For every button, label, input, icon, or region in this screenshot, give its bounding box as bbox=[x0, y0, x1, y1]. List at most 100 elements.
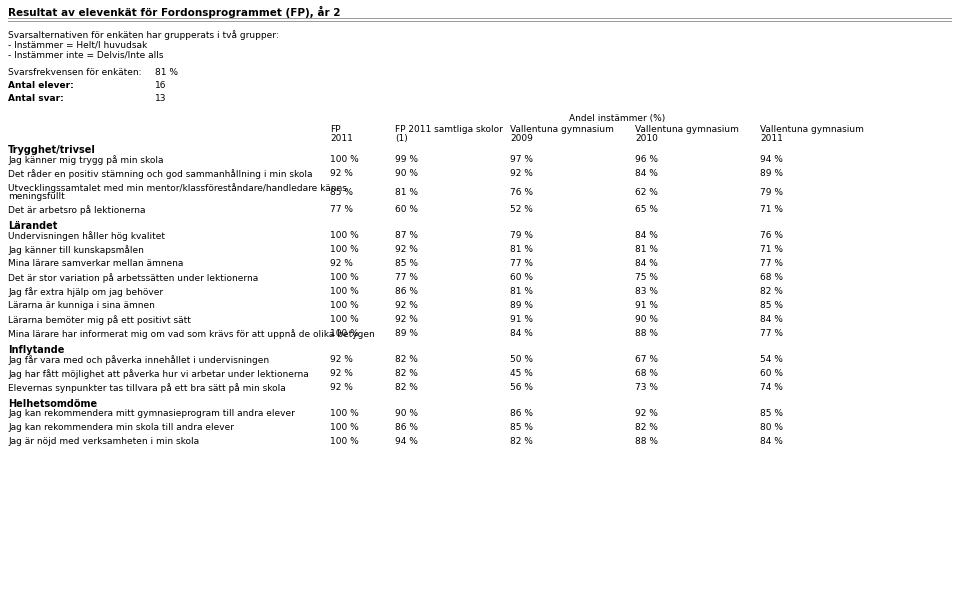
Text: 92 %: 92 % bbox=[395, 315, 418, 324]
Text: 80 %: 80 % bbox=[760, 423, 783, 432]
Text: 100 %: 100 % bbox=[330, 287, 359, 296]
Text: 84 %: 84 % bbox=[510, 329, 533, 338]
Text: 86 %: 86 % bbox=[395, 287, 418, 296]
Text: 90 %: 90 % bbox=[635, 315, 658, 324]
Text: Antal svar:: Antal svar: bbox=[8, 94, 63, 103]
Text: 75 %: 75 % bbox=[635, 273, 658, 282]
Text: 100 %: 100 % bbox=[330, 409, 359, 418]
Text: 79 %: 79 % bbox=[510, 231, 533, 240]
Text: 67 %: 67 % bbox=[635, 355, 658, 364]
Text: 82 %: 82 % bbox=[635, 423, 658, 432]
Text: 94 %: 94 % bbox=[395, 437, 418, 446]
Text: 100 %: 100 % bbox=[330, 301, 359, 310]
Text: Jag kan rekommendera mitt gymnasieprogram till andra elever: Jag kan rekommendera mitt gymnasieprogra… bbox=[8, 409, 294, 418]
Text: 71 %: 71 % bbox=[760, 245, 783, 254]
Text: 76 %: 76 % bbox=[760, 231, 783, 240]
Text: Antal elever:: Antal elever: bbox=[8, 81, 74, 90]
Text: meningsfullt: meningsfullt bbox=[8, 192, 65, 201]
Text: 82 %: 82 % bbox=[395, 383, 418, 392]
Text: 89 %: 89 % bbox=[760, 169, 783, 178]
Text: (1): (1) bbox=[395, 134, 408, 143]
Text: Lärarna är kunniga i sina ämnen: Lärarna är kunniga i sina ämnen bbox=[8, 301, 154, 310]
Text: Utvecklingssamtalet med min mentor/klassföreståndare/handledare känns: Utvecklingssamtalet med min mentor/klass… bbox=[8, 183, 347, 193]
Text: 88 %: 88 % bbox=[635, 329, 658, 338]
Text: 92 %: 92 % bbox=[510, 169, 533, 178]
Text: Lärarna bemöter mig på ett positivt sätt: Lärarna bemöter mig på ett positivt sätt bbox=[8, 315, 191, 325]
Text: 85 %: 85 % bbox=[395, 259, 418, 268]
Text: 77 %: 77 % bbox=[395, 273, 418, 282]
Text: 91 %: 91 % bbox=[635, 301, 658, 310]
Text: 92 %: 92 % bbox=[635, 409, 658, 418]
Text: Helhetsomdöme: Helhetsomdöme bbox=[8, 399, 97, 409]
Text: 84 %: 84 % bbox=[760, 315, 783, 324]
Text: 83 %: 83 % bbox=[635, 287, 658, 296]
Text: FP 2011 samtliga skolor: FP 2011 samtliga skolor bbox=[395, 125, 503, 134]
Text: 71 %: 71 % bbox=[760, 205, 783, 214]
Text: Vallentuna gymnasium: Vallentuna gymnasium bbox=[635, 125, 738, 134]
Text: 87 %: 87 % bbox=[395, 231, 418, 240]
Text: 2011: 2011 bbox=[330, 134, 353, 143]
Text: FP: FP bbox=[330, 125, 340, 134]
Text: Vallentuna gymnasium: Vallentuna gymnasium bbox=[760, 125, 864, 134]
Text: 76 %: 76 % bbox=[510, 188, 533, 197]
Text: 2010: 2010 bbox=[635, 134, 658, 143]
Text: 84 %: 84 % bbox=[635, 231, 658, 240]
Text: 77 %: 77 % bbox=[510, 259, 533, 268]
Text: - Instämmer inte = Delvis/Inte alls: - Instämmer inte = Delvis/Inte alls bbox=[8, 50, 163, 59]
Text: 85 %: 85 % bbox=[760, 301, 783, 310]
Text: Jag har fått möjlighet att påverka hur vi arbetar under lektionerna: Jag har fått möjlighet att påverka hur v… bbox=[8, 369, 309, 379]
Text: Jag känner mig trygg på min skola: Jag känner mig trygg på min skola bbox=[8, 155, 163, 165]
Text: 81 %: 81 % bbox=[395, 188, 418, 197]
Text: Jag känner till kunskapsmålen: Jag känner till kunskapsmålen bbox=[8, 245, 144, 255]
Text: 100 %: 100 % bbox=[330, 329, 359, 338]
Text: 85 %: 85 % bbox=[510, 423, 533, 432]
Text: 96 %: 96 % bbox=[635, 155, 658, 164]
Text: 50 %: 50 % bbox=[510, 355, 533, 364]
Text: 92 %: 92 % bbox=[395, 245, 418, 254]
Text: Lärandet: Lärandet bbox=[8, 221, 58, 231]
Text: 89 %: 89 % bbox=[395, 329, 418, 338]
Text: 45 %: 45 % bbox=[510, 369, 533, 378]
Text: 68 %: 68 % bbox=[635, 369, 658, 378]
Text: Mina lärare har informerat mig om vad som krävs för att uppnå de olika betygen: Mina lärare har informerat mig om vad so… bbox=[8, 329, 375, 339]
Text: 82 %: 82 % bbox=[395, 355, 418, 364]
Text: Det är arbetsro på lektionerna: Det är arbetsro på lektionerna bbox=[8, 205, 146, 215]
Text: 60 %: 60 % bbox=[395, 205, 418, 214]
Text: - Instämmer = Helt/I huvudsak: - Instämmer = Helt/I huvudsak bbox=[8, 40, 148, 49]
Text: Undervisningen håller hög kvalitet: Undervisningen håller hög kvalitet bbox=[8, 231, 165, 241]
Text: 60 %: 60 % bbox=[760, 369, 783, 378]
Text: Inflytande: Inflytande bbox=[8, 345, 64, 355]
Text: 77 %: 77 % bbox=[760, 329, 783, 338]
Text: 73 %: 73 % bbox=[635, 383, 658, 392]
Text: 100 %: 100 % bbox=[330, 437, 359, 446]
Text: 89 %: 89 % bbox=[510, 301, 533, 310]
Text: 54 %: 54 % bbox=[760, 355, 783, 364]
Text: 85 %: 85 % bbox=[330, 188, 353, 197]
Text: 82 %: 82 % bbox=[760, 287, 783, 296]
Text: 90 %: 90 % bbox=[395, 169, 418, 178]
Text: 82 %: 82 % bbox=[395, 369, 418, 378]
Text: Resultat av elevenkät för Fordonsprogrammet (FP), år 2: Resultat av elevenkät för Fordonsprogram… bbox=[8, 6, 340, 18]
Text: 65 %: 65 % bbox=[635, 205, 658, 214]
Text: 77 %: 77 % bbox=[760, 259, 783, 268]
Text: 56 %: 56 % bbox=[510, 383, 533, 392]
Text: Det råder en positiv stämning och god sammanhållning i min skola: Det råder en positiv stämning och god sa… bbox=[8, 169, 313, 179]
Text: 68 %: 68 % bbox=[760, 273, 783, 282]
Text: 100 %: 100 % bbox=[330, 231, 359, 240]
Text: 92 %: 92 % bbox=[330, 259, 353, 268]
Text: 81 %: 81 % bbox=[635, 245, 658, 254]
Text: 62 %: 62 % bbox=[635, 188, 658, 197]
Text: Jag får vara med och påverka innehållet i undervisningen: Jag får vara med och påverka innehållet … bbox=[8, 355, 269, 365]
Text: 81 %: 81 % bbox=[510, 245, 533, 254]
Text: 81 %: 81 % bbox=[510, 287, 533, 296]
Text: 85 %: 85 % bbox=[760, 409, 783, 418]
Text: Elevernas synpunkter tas tillvara på ett bra sätt på min skola: Elevernas synpunkter tas tillvara på ett… bbox=[8, 383, 286, 393]
Text: Jag kan rekommendera min skola till andra elever: Jag kan rekommendera min skola till andr… bbox=[8, 423, 234, 432]
Text: Andel instämmer (%): Andel instämmer (%) bbox=[570, 114, 666, 123]
Text: Det är stor variation på arbetssätten under lektionerna: Det är stor variation på arbetssätten un… bbox=[8, 273, 258, 283]
Text: 88 %: 88 % bbox=[635, 437, 658, 446]
Text: 79 %: 79 % bbox=[760, 188, 783, 197]
Text: 16: 16 bbox=[155, 81, 167, 90]
Text: 86 %: 86 % bbox=[395, 423, 418, 432]
Text: 2011: 2011 bbox=[760, 134, 783, 143]
